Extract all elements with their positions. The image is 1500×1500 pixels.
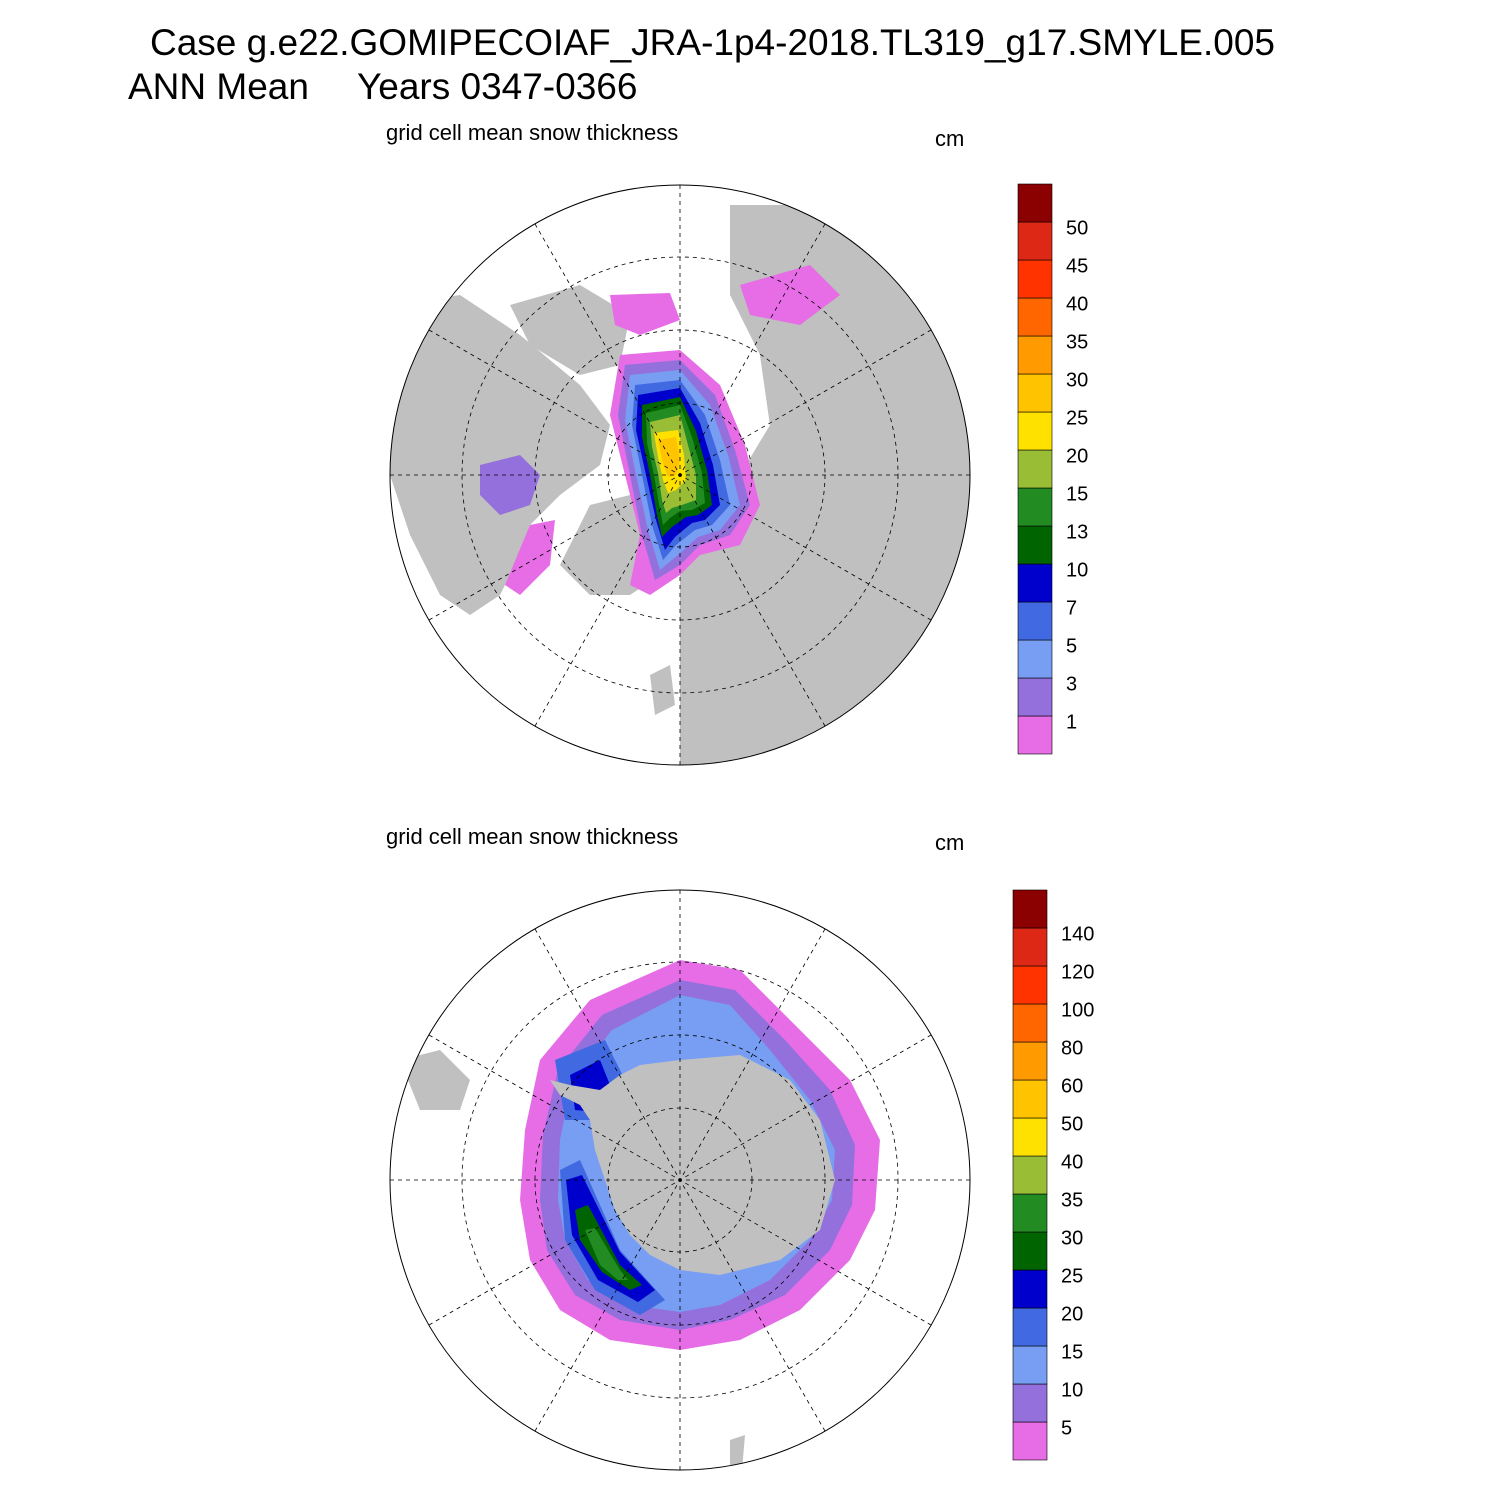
nh-colorbar-tick-label: 5 [1066, 635, 1077, 657]
nh-map-border [389, 184, 971, 766]
nh-hudson-bay-snow [480, 455, 540, 515]
sh-colorbar-box [1012, 1041, 1048, 1081]
nh-colorbar-tick-label: 35 [1066, 331, 1088, 353]
sh-colorbar-box [1012, 965, 1048, 1005]
sh-colorbar-box [1012, 1345, 1048, 1385]
sh-colorbar-box [1012, 1231, 1048, 1271]
nh-colorbar-box [1017, 373, 1053, 413]
sh-colorbar-tick-label: 140 [1061, 923, 1094, 945]
nh-graticule [390, 185, 970, 765]
nh-labrador-snow [505, 520, 555, 595]
sh-polar-map [389, 889, 971, 1471]
sh-colorbar-tick-label: 50 [1061, 1113, 1083, 1135]
sh-colorbar-box [1012, 1155, 1048, 1195]
nh-land-north-america [390, 295, 610, 615]
nh-colorbar-box [1017, 525, 1053, 565]
sh-colorbar-box [1012, 1193, 1048, 1233]
nh-colorbar-tick-label: 1 [1066, 711, 1077, 733]
sh-colorbar-tick-label: 10 [1061, 1379, 1083, 1401]
nh-colorbar-box [1017, 297, 1053, 337]
sh-map-border [389, 889, 971, 1471]
nh-colorbar-tick-label: 45 [1066, 255, 1088, 277]
nh-land-scandinavia [700, 575, 770, 715]
sh-colorbar-tick-label: 100 [1061, 999, 1094, 1021]
sh-colorbar-box [1012, 1307, 1048, 1347]
nh-colorbar-tick-label: 40 [1066, 293, 1088, 315]
years-label: Years 0347-0366 [356, 66, 638, 107]
sh-colorbar-box [1012, 889, 1048, 929]
figure-title-case: Case g.e22.GOMIPECOIAF_JRA-1p4-2018.TL31… [150, 22, 1275, 63]
sh-colorbar-tick-label: 20 [1061, 1303, 1083, 1325]
sh-colorbar-tick-label: 35 [1061, 1189, 1083, 1211]
nh-colorbar-box [1017, 563, 1053, 603]
sh-colorbar-tick-label: 40 [1061, 1151, 1083, 1173]
nh-land-uk [650, 665, 675, 715]
nh-colorbar-box [1017, 487, 1053, 527]
sh-land-new-zealand [730, 1435, 745, 1470]
sh-colorbar-tick-label: 15 [1061, 1341, 1083, 1363]
nh-colorbar-tick-label: 30 [1066, 369, 1088, 391]
sh-colorbar-tick-label: 60 [1061, 1075, 1083, 1097]
nh-polar-map [389, 184, 971, 766]
nh-colorbar-box [1017, 601, 1053, 641]
sh-land-antarctica [550, 1055, 835, 1275]
nh-colorbar-tick-label: 25 [1066, 407, 1088, 429]
sh-colorbar-tick-label: 25 [1061, 1265, 1083, 1287]
sh-colorbar: 5 10 15 20 25 30 35 40 50 60 80 100 120 140 [1012, 889, 1094, 1461]
nh-colorbar-tick-label: 13 [1066, 521, 1088, 543]
sh-ross-snow-30 [585, 1228, 628, 1280]
sh-panel-title: grid cell mean snow thickness [386, 824, 679, 849]
nh-bering-snow [610, 293, 680, 335]
nh-colorbar-tick-label: 3 [1066, 673, 1077, 695]
sh-units-label: cm [935, 830, 965, 855]
nh-colorbar-box [1017, 449, 1053, 489]
sh-graticule [390, 890, 970, 1470]
nh-colorbar-tick-label: 50 [1066, 217, 1088, 239]
sh-ross-snow-25 [575, 1205, 642, 1290]
sh-colorbar-tick-label: 5 [1061, 1417, 1072, 1439]
sh-colorbar-box [1012, 1079, 1048, 1119]
mean-label: ANN Mean [128, 66, 309, 107]
nh-colorbar-box [1017, 221, 1053, 261]
nh-okhotsk-snow [740, 265, 840, 325]
nh-snow-field [480, 265, 840, 595]
sh-colorbar-tick-label: 30 [1061, 1227, 1083, 1249]
nh-colorbar-box [1017, 411, 1053, 451]
nh-units-label: cm [935, 126, 965, 151]
nh-colorbar-box [1017, 677, 1053, 717]
sh-colorbar-box [1012, 1421, 1048, 1461]
sh-land-south-america [400, 1050, 470, 1110]
nh-colorbar-box [1017, 259, 1053, 299]
nh-colorbar-box [1017, 715, 1053, 755]
sh-colorbar-box [1012, 1383, 1048, 1423]
sh-colorbar-box [1012, 1003, 1048, 1043]
nh-land-asia-north [760, 295, 970, 475]
sh-colorbar-box [1012, 1269, 1048, 1309]
nh-colorbar-tick-label: 15 [1066, 483, 1088, 505]
sh-colorbar-box [1012, 927, 1048, 967]
nh-colorbar-tick-label: 10 [1066, 559, 1088, 581]
figure-title-period: ANN Mean Years 0347-0366 [128, 68, 637, 105]
nh-colorbar-tick-label: 7 [1066, 597, 1077, 619]
nh-panel-title: grid cell mean snow thickness [386, 120, 679, 145]
nh-colorbar-box [1017, 183, 1053, 223]
nh-colorbar-box [1017, 639, 1053, 679]
sh-colorbar-tick-label: 80 [1061, 1037, 1083, 1059]
nh-colorbar-box [1017, 335, 1053, 375]
sh-colorbar-box [1012, 1117, 1048, 1157]
nh-colorbar-tick-label: 20 [1066, 445, 1088, 467]
sh-colorbar-tick-label: 120 [1061, 961, 1094, 983]
